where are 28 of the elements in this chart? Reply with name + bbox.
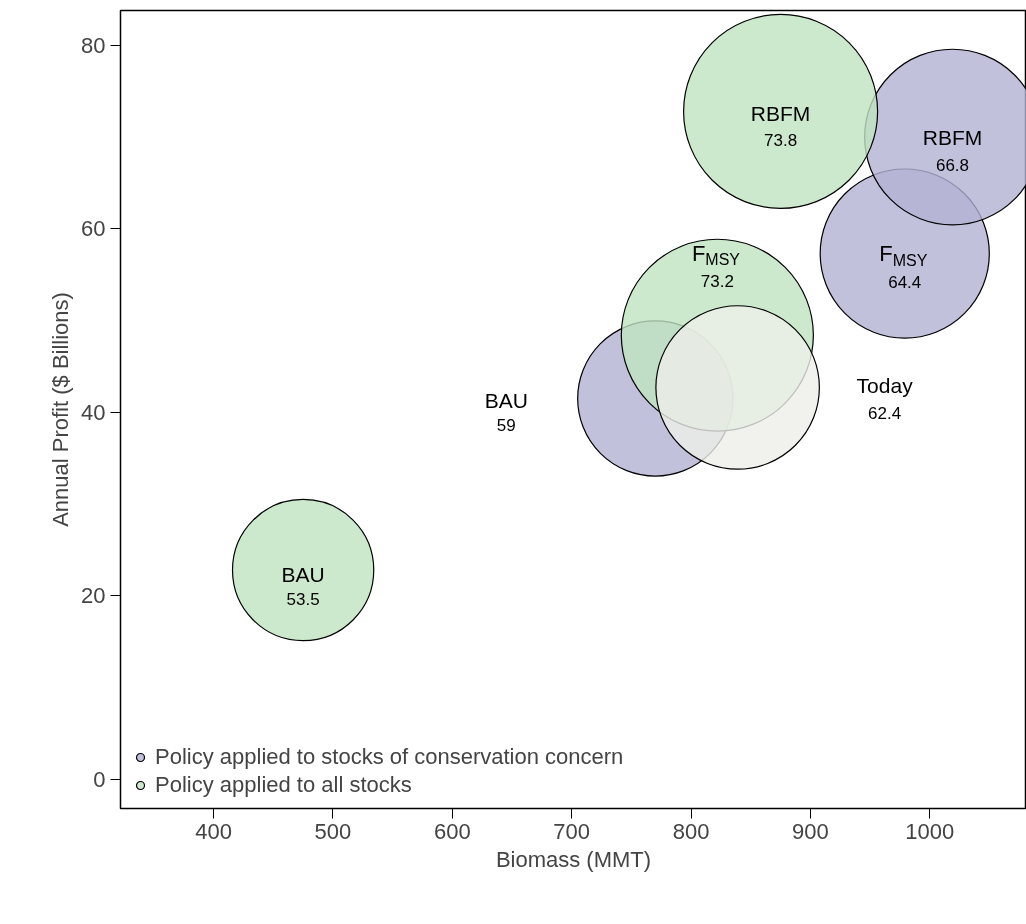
annotation: 73.8 — [764, 131, 798, 151]
x-tick-label: 600 — [433, 818, 471, 844]
annotation: 73.2 — [700, 272, 734, 292]
y-tick-label: 20 — [81, 583, 106, 609]
annotation: Today — [856, 373, 914, 397]
annotation: RBFM — [922, 125, 983, 149]
legend-label: Policy applied to stocks of conservation concern — [155, 744, 624, 770]
y-tick-label: 0 — [93, 766, 106, 792]
x-tick-label: 500 — [314, 818, 352, 844]
x-tick-label: 800 — [672, 818, 710, 844]
x-tick-label: 1000 — [905, 818, 955, 844]
x-tick-label: 700 — [553, 818, 591, 844]
annotation: RBFM — [750, 101, 811, 125]
y-tick-label: 40 — [81, 399, 106, 425]
legend-label: Policy applied to all stocks — [155, 772, 412, 798]
x-tick-label: 900 — [792, 818, 829, 844]
annotation: 53.5 — [286, 590, 320, 610]
annotation: BAU — [281, 562, 325, 586]
annotation: 59 — [496, 416, 516, 436]
annotation: 66.8 — [935, 156, 970, 176]
y-tick-label: 80 — [81, 32, 106, 58]
annotation: BAU — [484, 388, 528, 412]
x-tick-label: 400 — [195, 818, 232, 844]
annotation: 64.4 — [888, 272, 922, 292]
annotation: 62.4 — [868, 404, 902, 424]
x-axis-title: Biomass (MMT) — [495, 846, 652, 872]
y-axis-title: Annual Profit ($ Billions) — [48, 292, 74, 527]
y-tick-label: 60 — [81, 216, 106, 242]
